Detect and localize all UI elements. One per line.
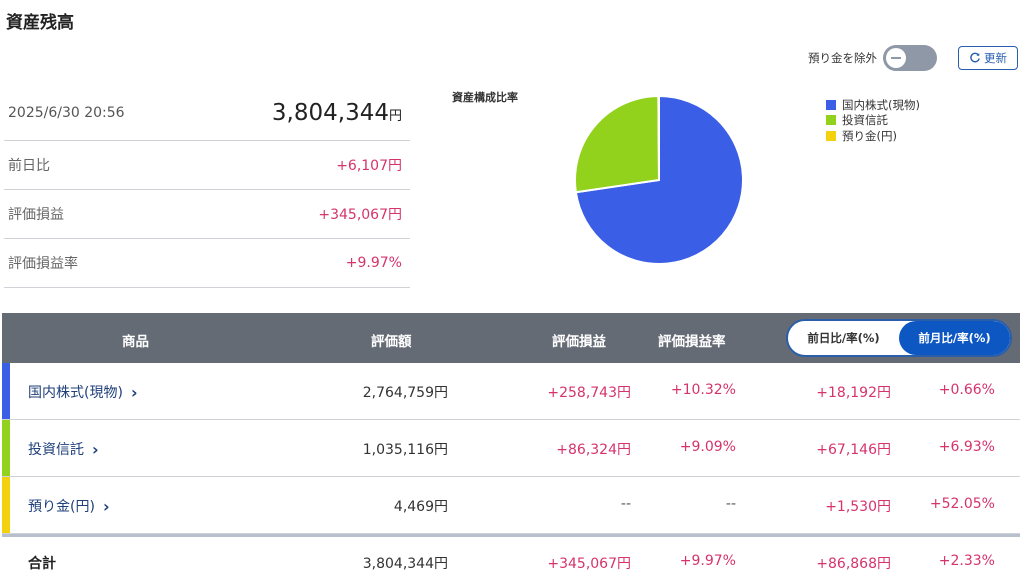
header-amount: 評価額 bbox=[371, 334, 412, 350]
product-name: 投資信託 bbox=[28, 442, 84, 458]
product-name: 国内株式(現物) bbox=[28, 385, 123, 401]
header-gain-rate: 評価損益率 bbox=[658, 334, 726, 350]
total-unit: 円 bbox=[388, 109, 402, 124]
table-row: 預り金(円) › 4,469円 -- -- +1,530円 +52.05% bbox=[2, 477, 1020, 534]
cell-gain-rate: +10.32% bbox=[670, 382, 736, 398]
legend-swatch bbox=[826, 99, 836, 110]
cell-amount: 3,804,344円 bbox=[362, 556, 448, 572]
chevron-right-icon: › bbox=[130, 382, 138, 402]
summary-label: 評価損益率 bbox=[8, 256, 78, 272]
pie-slice bbox=[657, 95, 660, 181]
row-product-link[interactable]: 国内株式(現物) › bbox=[28, 382, 138, 402]
legend-swatch bbox=[826, 115, 836, 126]
exclude-deposit-toggle[interactable] bbox=[883, 45, 937, 71]
legend-label: 投資信託 bbox=[842, 113, 888, 128]
cell-change-rate: +6.93% bbox=[938, 439, 995, 455]
as-of-datetime: 2025/6/30 20:56 bbox=[8, 105, 125, 121]
exclude-deposit-control: 預り金を除外 bbox=[808, 44, 937, 72]
total-amount: 3,804,344 bbox=[271, 100, 389, 126]
table-row: 投資信託 › 1,035,116円 +86,324円 +9.09% +67,146… bbox=[2, 420, 1020, 477]
chart-legend: 国内株式(現物) 投資信託 預り金(円) bbox=[826, 97, 920, 144]
cell-gain: +86,324円 bbox=[556, 442, 631, 458]
page-title: 資産残高 bbox=[6, 13, 74, 33]
cell-change-rate: +0.66% bbox=[938, 382, 995, 398]
row-color-bar bbox=[2, 420, 10, 476]
row-product-link[interactable]: 預り金(円) › bbox=[28, 496, 110, 516]
refresh-label: 更新 bbox=[984, 51, 1007, 65]
cell-change-rate: +2.33% bbox=[938, 553, 995, 569]
tab-day-change[interactable]: 前日比/率(%) bbox=[807, 331, 880, 345]
exclude-deposit-label: 預り金を除外 bbox=[808, 51, 877, 65]
cell-amount: 2,764,759円 bbox=[362, 385, 448, 401]
summary-label: 評価損益 bbox=[8, 207, 64, 223]
table-header: 商品 評価額 評価損益 評価損益率 前日比/率(%) 前月比/率(%) bbox=[2, 313, 1020, 363]
row-color-bar bbox=[2, 477, 10, 533]
cell-change: +18,192円 bbox=[816, 385, 891, 401]
summary-row-gain: 評価損益 +345,067円 bbox=[4, 190, 410, 239]
table-row: 国内株式(現物) › 2,764,759円 +258,743円 +10.32% +… bbox=[2, 363, 1020, 420]
legend-label: 預り金(円) bbox=[842, 128, 897, 143]
row-color-bar bbox=[2, 363, 10, 419]
summary-panel: 2025/6/30 20:56 3,804,344円 前日比 +6,107円 評… bbox=[4, 86, 410, 288]
legend-item: 預り金(円) bbox=[826, 128, 920, 144]
total-asset: 3,804,344円 bbox=[272, 100, 402, 126]
chart-title: 資産構成比率 bbox=[452, 91, 518, 104]
pie-slice bbox=[574, 95, 661, 194]
header-product: 商品 bbox=[122, 334, 149, 350]
minus-icon bbox=[891, 57, 901, 59]
summary-row-gain-rate: 評価損益率 +9.97% bbox=[4, 239, 410, 288]
summary-total-row: 2025/6/30 20:56 3,804,344円 bbox=[4, 86, 410, 141]
table-total-row: 合計 3,804,344円 +345,067円 +9.97% +86,868円 … bbox=[2, 534, 1020, 581]
cell-change: +86,868円 bbox=[816, 556, 891, 572]
summary-label: 前日比 bbox=[8, 158, 50, 174]
asset-allocation-pie bbox=[574, 95, 744, 265]
cell-change: +67,146円 bbox=[816, 442, 891, 458]
product-name: 預り金(円) bbox=[28, 499, 95, 515]
chevron-right-icon: › bbox=[92, 439, 99, 459]
header-gain: 評価損益 bbox=[552, 334, 606, 350]
cell-gain-rate: +9.97% bbox=[679, 553, 736, 569]
legend-item: 投資信託 bbox=[826, 113, 920, 129]
summary-value: +6,107円 bbox=[336, 158, 402, 174]
cell-amount: 4,469円 bbox=[393, 499, 448, 515]
legend-label: 国内株式(現物) bbox=[842, 97, 920, 112]
row-product-link[interactable]: 投資信託 › bbox=[28, 439, 99, 459]
summary-value: +345,067円 bbox=[318, 207, 402, 223]
cell-gain-rate: -- bbox=[725, 496, 736, 512]
holdings-table: 商品 評価額 評価損益 評価損益率 前日比/率(%) 前月比/率(%) 国内株式… bbox=[2, 313, 1020, 581]
cell-change-rate: +52.05% bbox=[929, 496, 995, 512]
summary-value: +9.97% bbox=[345, 255, 402, 271]
refresh-icon bbox=[970, 52, 980, 63]
cell-amount: 1,035,116円 bbox=[362, 442, 448, 458]
tab-month-change[interactable]: 前月比/率(%) bbox=[899, 321, 1010, 355]
legend-swatch bbox=[826, 130, 836, 141]
cell-gain-rate: +9.09% bbox=[679, 439, 736, 455]
cell-gain: +258,743円 bbox=[547, 385, 631, 401]
cell-change: +1,530円 bbox=[825, 499, 891, 515]
chevron-right-icon: › bbox=[102, 496, 110, 516]
summary-row-day-change: 前日比 +6,107円 bbox=[4, 141, 410, 190]
refresh-button[interactable]: 更新 bbox=[958, 46, 1018, 70]
period-toggle: 前日比/率(%) 前月比/率(%) bbox=[786, 319, 1012, 357]
legend-item: 国内株式(現物) bbox=[826, 97, 920, 113]
toggle-knob bbox=[886, 48, 906, 68]
total-label: 合計 bbox=[28, 556, 56, 572]
cell-gain: +345,067円 bbox=[547, 556, 631, 572]
cell-gain: -- bbox=[620, 496, 631, 512]
